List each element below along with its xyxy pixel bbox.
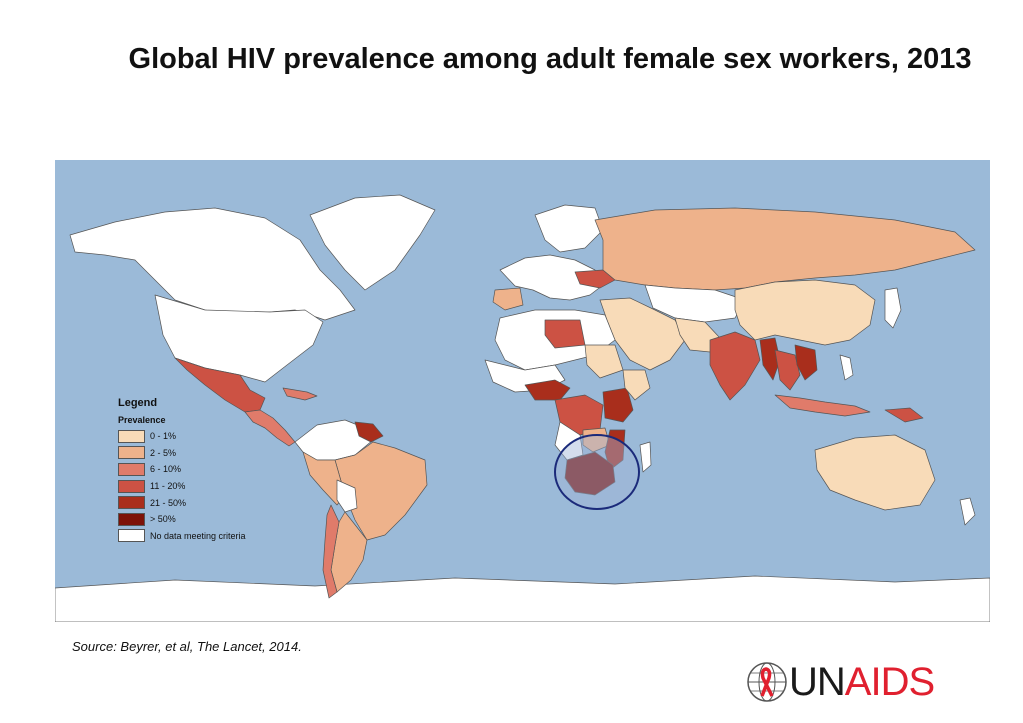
- legend-item: 2 - 5%: [118, 445, 293, 462]
- map-legend: Legend Prevalence 0 - 1% 2 - 5% 6 - 10% 11 …: [118, 397, 293, 544]
- legend-label: 11 - 20%: [150, 481, 186, 492]
- russia: [594, 207, 976, 291]
- legend-label: No data meeting criteria: [150, 530, 246, 541]
- legend-subheading: Prevalence: [118, 415, 166, 425]
- southern-africa: [564, 451, 616, 496]
- page-title: Global HIV prevalence among adult female…: [128, 43, 972, 75]
- legend-item: 0 - 1%: [118, 428, 293, 445]
- madagascar: [639, 441, 652, 473]
- horn-of-africa: [622, 369, 651, 401]
- new-zealand: [959, 497, 976, 526]
- legend-item: No data meeting criteria: [118, 528, 293, 545]
- world-map: [55, 160, 990, 622]
- legend-swatch: [118, 429, 145, 443]
- legend-label: > 50%: [150, 514, 176, 525]
- logo-un: UN: [789, 660, 846, 704]
- logo-aids: AIDS: [844, 660, 935, 704]
- legend-swatch: [118, 479, 145, 493]
- indonesia: [774, 394, 871, 417]
- caribbean: [282, 387, 318, 401]
- philippines: [839, 354, 854, 381]
- red-ribbon-globe-icon: [747, 662, 787, 702]
- legend-label: 2 - 5%: [150, 447, 177, 458]
- east-africa: [602, 387, 634, 423]
- china: [734, 279, 876, 346]
- central-america: [244, 409, 296, 447]
- papua-new-guinea: [884, 407, 924, 423]
- brazil: [334, 441, 428, 541]
- legend-label: 6 - 10%: [150, 464, 182, 475]
- libya: [544, 319, 586, 349]
- australia: [814, 434, 936, 511]
- india: [709, 331, 761, 401]
- nigeria-region: [524, 379, 571, 401]
- japan: [884, 287, 902, 329]
- legend-label: 21 - 50%: [150, 497, 187, 508]
- myanmar: [759, 337, 781, 381]
- sudan: [584, 344, 624, 379]
- guyana: [354, 421, 384, 443]
- chile: [322, 504, 340, 599]
- legend-swatch: [118, 512, 145, 526]
- central-asia: [644, 284, 746, 323]
- ukraine: [574, 269, 616, 289]
- legend-heading: Legend: [118, 397, 158, 409]
- iberia: [492, 287, 524, 311]
- legend-item: 11 - 20%: [118, 478, 293, 495]
- bolivia: [336, 479, 358, 513]
- greenland: [309, 194, 436, 291]
- legend-swatch: [118, 496, 145, 510]
- legend-label: 0 - 1%: [150, 431, 177, 442]
- indochina: [794, 344, 818, 381]
- legend-item: 6 - 10%: [118, 461, 293, 478]
- thailand: [774, 349, 801, 391]
- europe-west: [499, 254, 604, 301]
- zambia: [582, 427, 611, 453]
- legend-swatch: [118, 529, 145, 543]
- antarctica: [55, 575, 990, 622]
- legend-swatch: [118, 446, 145, 460]
- legend-item: 21 - 50%: [118, 494, 293, 511]
- scandinavia: [534, 204, 604, 253]
- southern-africa-highlight-circle: [554, 434, 640, 510]
- source-citation: Source: Beyrer, et al, The Lancet, 2014.: [72, 639, 302, 654]
- unaids-logo: UNAIDS: [745, 657, 935, 707]
- legend-swatch: [118, 462, 145, 476]
- legend-item: > 50%: [118, 511, 293, 528]
